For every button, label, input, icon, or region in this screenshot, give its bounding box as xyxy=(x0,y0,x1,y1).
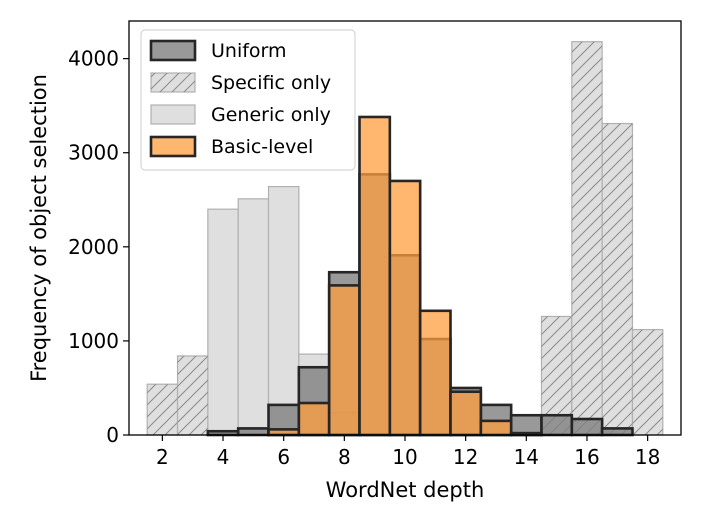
x-axis-title: WordNet depth xyxy=(326,478,485,502)
legend-label-basic-level: Basic-level xyxy=(211,136,313,158)
legend-swatch-uniform xyxy=(149,39,197,62)
legend-label-generic-only: Generic only xyxy=(211,104,331,126)
y-tick-label: 0 xyxy=(106,423,119,447)
x-tick-label: 12 xyxy=(453,445,478,469)
y-tick-label: 1000 xyxy=(68,329,119,353)
legend: Uniform Specific only Generic only Basic-le… xyxy=(140,29,356,171)
y-tick-label: 2000 xyxy=(68,235,119,259)
bar-hatch-specific-only-depth-2 xyxy=(147,384,178,435)
x-tick-label: 16 xyxy=(574,445,599,469)
bar-basic-level-depth-8 xyxy=(327,284,361,437)
legend-box xyxy=(140,29,356,171)
axes-layer: 2 4 6 8 10 12 14 16 18 0 1000 2000 3000 4000 xyxy=(68,47,660,469)
y-axis-title: Frequency of object selection xyxy=(27,74,51,382)
bar-basic-level-depth-9 xyxy=(358,115,392,437)
x-tick-label: 10 xyxy=(392,445,417,469)
bar-basic-level-depth-10 xyxy=(388,179,422,437)
bar-generic-only-depth-6 xyxy=(267,186,300,436)
legend-item-generic-only: Generic only xyxy=(150,104,331,126)
x-tick-label: 6 xyxy=(277,445,290,469)
bar-uniform-depth-17 xyxy=(600,427,634,437)
y-tick-label: 3000 xyxy=(68,141,119,165)
bar-basic-level-depth-12 xyxy=(449,390,483,437)
bar-uniform-depth-5 xyxy=(236,427,270,437)
bar-basic-level-depth-13 xyxy=(479,419,513,437)
legend-item-specific-only: Specific only xyxy=(150,72,331,94)
x-tick-label: 4 xyxy=(217,445,230,469)
bar-hatch-specific-only-depth-17 xyxy=(602,123,633,436)
bar-hatch-specific-only-depth-18 xyxy=(632,329,663,435)
y-tick-label: 4000 xyxy=(68,47,119,71)
bar-basic-level-depth-11 xyxy=(418,309,452,437)
legend-item-basic-level: Basic-level xyxy=(149,135,313,158)
bar-generic-only-depth-5 xyxy=(237,198,270,436)
x-tick-label: 2 xyxy=(156,445,169,469)
bar-uniform-depth-16 xyxy=(570,417,604,437)
legend-label-uniform: Uniform xyxy=(211,40,287,62)
bar-generic-only-depth-4 xyxy=(207,208,239,436)
legend-label-specific-only: Specific only xyxy=(211,72,331,94)
legend-swatch-hatch-specific-only xyxy=(151,73,195,92)
bar-hatch-specific-only-depth-16 xyxy=(571,41,603,435)
x-tick-label: 8 xyxy=(338,445,351,469)
bar-basic-level-depth-7 xyxy=(297,401,331,437)
legend-swatch-generic-only xyxy=(150,104,196,125)
bar-uniform-depth-15 xyxy=(540,413,574,437)
bar-basic-level-depth-6 xyxy=(267,428,301,437)
x-tick-label: 14 xyxy=(514,445,539,469)
x-tick-label: 18 xyxy=(635,445,660,469)
bar-hatch-specific-only-depth-3 xyxy=(177,355,208,435)
legend-item-uniform: Uniform xyxy=(149,39,287,62)
legend-swatch-basic-level xyxy=(149,135,197,158)
